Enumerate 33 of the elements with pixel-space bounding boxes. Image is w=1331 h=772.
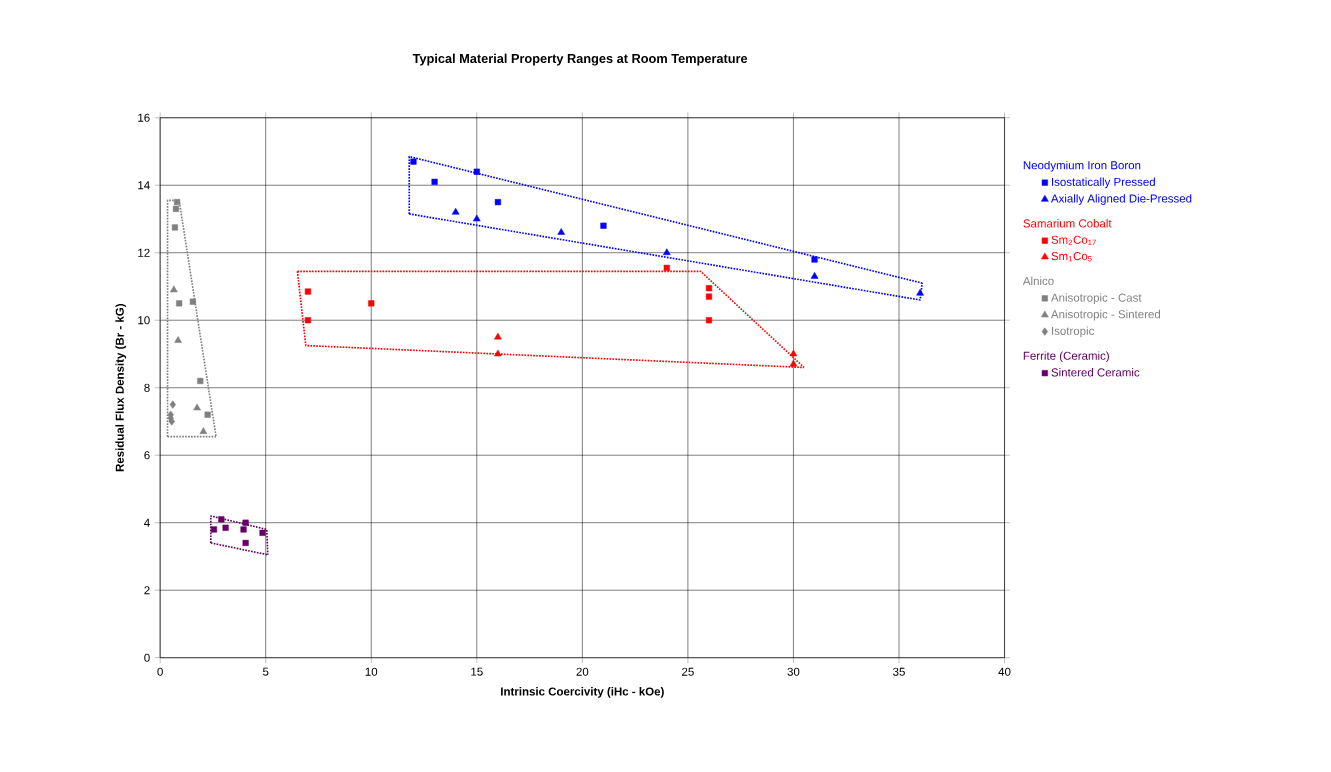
text: Neodymium Iron Boron <box>1023 161 1141 172</box>
legend-label: Anisotropic - Cast <box>1050 293 1142 305</box>
text: Ferrite (Ceramic) <box>1023 351 1109 363</box>
y-tick-label: 6 <box>144 451 150 460</box>
y-tick-label: 2 <box>144 586 150 595</box>
x-tick-label: 0 <box>157 667 163 676</box>
legend-label: Sm$_{2}$Co$_{17}$ <box>1051 235 1096 246</box>
legend-label: Axially Aligned Die-Pressed <box>1050 194 1192 206</box>
legend-label: Sm$_{1}$Co$_{5}$ <box>1051 252 1092 262</box>
y-tick-label: 8 <box>144 383 150 392</box>
legend-label: Sintered Ceramic <box>1051 368 1140 377</box>
y-axis-title: Residual Flux Density (Br - kG) <box>115 304 127 472</box>
legend-label: Anisotropic - Sintered <box>1050 310 1161 321</box>
x-tick-label: 20 <box>576 667 589 676</box>
chart-title: Typical Material Property Ranges at Room Temperature <box>412 53 748 66</box>
x-tick-label: 40 <box>998 667 1011 676</box>
x-tick-label: 35 <box>893 667 905 676</box>
legend-label: Isostatically Pressed <box>1052 177 1155 189</box>
x-tick-label: 15 <box>471 667 483 676</box>
y-tick-label: 12 <box>138 248 150 257</box>
x-axis-title: Intrinsic Coercivity (iHc - kOe) <box>501 687 664 698</box>
x-tick-label: 25 <box>682 667 694 676</box>
y-tick-label: 14 <box>138 181 150 190</box>
y-tick-label: 16 <box>138 113 150 123</box>
text: Alnico <box>1022 276 1054 286</box>
x-tick-label: 5 <box>262 667 269 676</box>
legend-label: Isotropic <box>1052 326 1095 338</box>
text: Samarium Cobalt <box>1023 219 1112 228</box>
x-tick-label: 10 <box>365 667 378 676</box>
x-tick-label: 30 <box>787 667 800 676</box>
y-tick-label: 0 <box>144 653 150 662</box>
y-tick-label: 10 <box>138 316 150 325</box>
y-tick-label: 4 <box>144 518 150 527</box>
